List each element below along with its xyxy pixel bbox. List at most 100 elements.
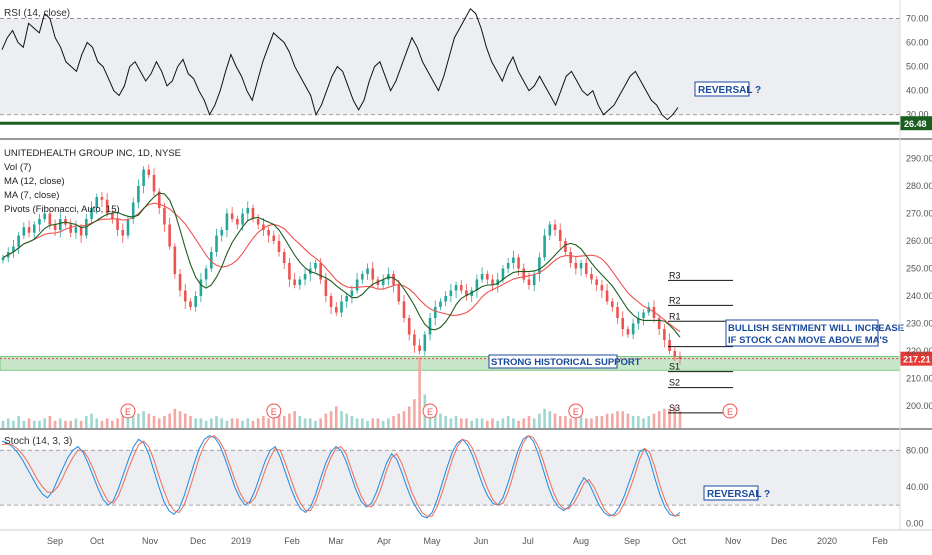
volume-bar bbox=[225, 420, 229, 428]
volume-bar bbox=[600, 416, 604, 428]
volume-bar bbox=[631, 416, 635, 428]
volume-bar bbox=[69, 420, 72, 428]
candle-body bbox=[678, 356, 682, 359]
earnings-marker[interactable] bbox=[120, 403, 136, 419]
candle-body bbox=[392, 274, 395, 285]
volume-bar bbox=[454, 416, 458, 428]
earnings-marker[interactable] bbox=[568, 403, 584, 419]
price-tick-label: 220.00 bbox=[906, 346, 932, 356]
candle-body bbox=[204, 268, 208, 280]
candle-body bbox=[236, 219, 239, 225]
candle-body bbox=[131, 202, 135, 219]
volume-bar bbox=[470, 420, 473, 428]
candle-body bbox=[361, 274, 364, 280]
volume-bar bbox=[64, 420, 67, 428]
candle-body bbox=[486, 274, 489, 280]
candle-body bbox=[22, 227, 26, 236]
rsi-panel[interactable]: RSI (14, close) 30.00 40.00 50.00 60.00 70.00… bbox=[0, 8, 932, 140]
time-axis-label: May bbox=[423, 536, 441, 546]
candle-body bbox=[111, 213, 114, 219]
volume-bar bbox=[637, 416, 640, 428]
candle-body bbox=[449, 290, 453, 296]
candle-body bbox=[210, 252, 213, 269]
volume-bar bbox=[272, 416, 276, 428]
candle-body bbox=[626, 329, 630, 335]
volume-bar bbox=[277, 413, 281, 428]
volume-bar bbox=[626, 413, 630, 428]
earnings-marker[interactable] bbox=[722, 403, 738, 419]
candle-body bbox=[157, 191, 161, 208]
volume-bar bbox=[293, 411, 296, 428]
volume-bar bbox=[27, 418, 31, 428]
volume-bar bbox=[465, 418, 468, 428]
ma12-line bbox=[2, 202, 681, 332]
pivot-label: R3 bbox=[669, 270, 681, 280]
volume-bar bbox=[366, 420, 369, 428]
candle-body bbox=[17, 235, 20, 247]
candle-body bbox=[350, 290, 354, 296]
candle-body bbox=[168, 224, 171, 247]
price-panel[interactable]: R3 R2 R1 S1 S2 S3 E E E E E 217.21 200.00 210.00 220.0… bbox=[0, 148, 932, 430]
volume-bar bbox=[236, 418, 239, 428]
volume-bar bbox=[475, 418, 479, 428]
candle-body bbox=[251, 208, 255, 219]
volume-bar bbox=[137, 413, 140, 428]
time-axis-label: Feb bbox=[284, 536, 300, 546]
volume-bar bbox=[152, 416, 156, 428]
candle-body bbox=[558, 230, 562, 241]
time-axis-label: Mar bbox=[328, 536, 344, 546]
candle-body bbox=[496, 279, 500, 285]
candle-body bbox=[548, 224, 552, 236]
earnings-marker[interactable] bbox=[422, 403, 438, 419]
earnings-marker-label: E bbox=[727, 407, 733, 417]
volume-bar bbox=[512, 418, 515, 428]
candle-body bbox=[663, 329, 666, 340]
candle-body bbox=[183, 290, 187, 302]
volume-bar bbox=[183, 413, 187, 428]
candle-body bbox=[590, 274, 593, 280]
volume-bar bbox=[314, 420, 317, 428]
candle-body bbox=[43, 213, 46, 219]
volume-bar bbox=[491, 418, 494, 428]
volume-bar bbox=[376, 418, 380, 428]
earnings-marker-label: E bbox=[573, 407, 579, 417]
rsi-value-label: 26.48 bbox=[904, 119, 927, 129]
volume-bar bbox=[418, 356, 421, 428]
volume-bar bbox=[538, 413, 541, 428]
candle-body bbox=[611, 301, 614, 307]
price-legend-item: MA (7, close) bbox=[4, 190, 59, 201]
volume-bar bbox=[147, 413, 151, 428]
candle-body bbox=[423, 334, 427, 351]
candle-body bbox=[532, 274, 536, 285]
volume-bar bbox=[6, 418, 10, 428]
stoch-panel[interactable]: Stoch (14, 3, 3) 0.00 40.00 80.00 REVERSAL ? bbox=[0, 435, 929, 529]
candle-body bbox=[574, 263, 578, 269]
candle-body bbox=[100, 197, 104, 200]
volume-bar bbox=[126, 418, 130, 428]
candle-body bbox=[402, 301, 406, 318]
volume-bar bbox=[584, 418, 588, 428]
candle-body bbox=[215, 235, 218, 252]
volume-bar bbox=[210, 418, 213, 428]
volume-bar bbox=[387, 418, 390, 428]
volume-bar bbox=[345, 413, 349, 428]
candle-body bbox=[319, 263, 322, 280]
candle-body bbox=[262, 224, 265, 230]
volume-bar bbox=[397, 413, 401, 428]
volume-bar bbox=[574, 418, 578, 428]
candle-body bbox=[147, 169, 151, 175]
earnings-marker[interactable] bbox=[266, 403, 282, 419]
volume-bar bbox=[652, 413, 656, 428]
candle-body bbox=[303, 274, 307, 280]
candle-body bbox=[501, 268, 505, 280]
time-axis-label: Oct bbox=[90, 536, 105, 546]
volume-bar bbox=[43, 418, 46, 428]
time-axis-label: Jul bbox=[522, 536, 534, 546]
candle-body bbox=[241, 213, 244, 225]
bullish-annotation-line1: BULLISH SENTIMENT WILL INCREASE bbox=[728, 323, 904, 334]
candle-body bbox=[225, 213, 229, 230]
volume-bar bbox=[564, 416, 567, 428]
candle-body bbox=[397, 285, 401, 302]
